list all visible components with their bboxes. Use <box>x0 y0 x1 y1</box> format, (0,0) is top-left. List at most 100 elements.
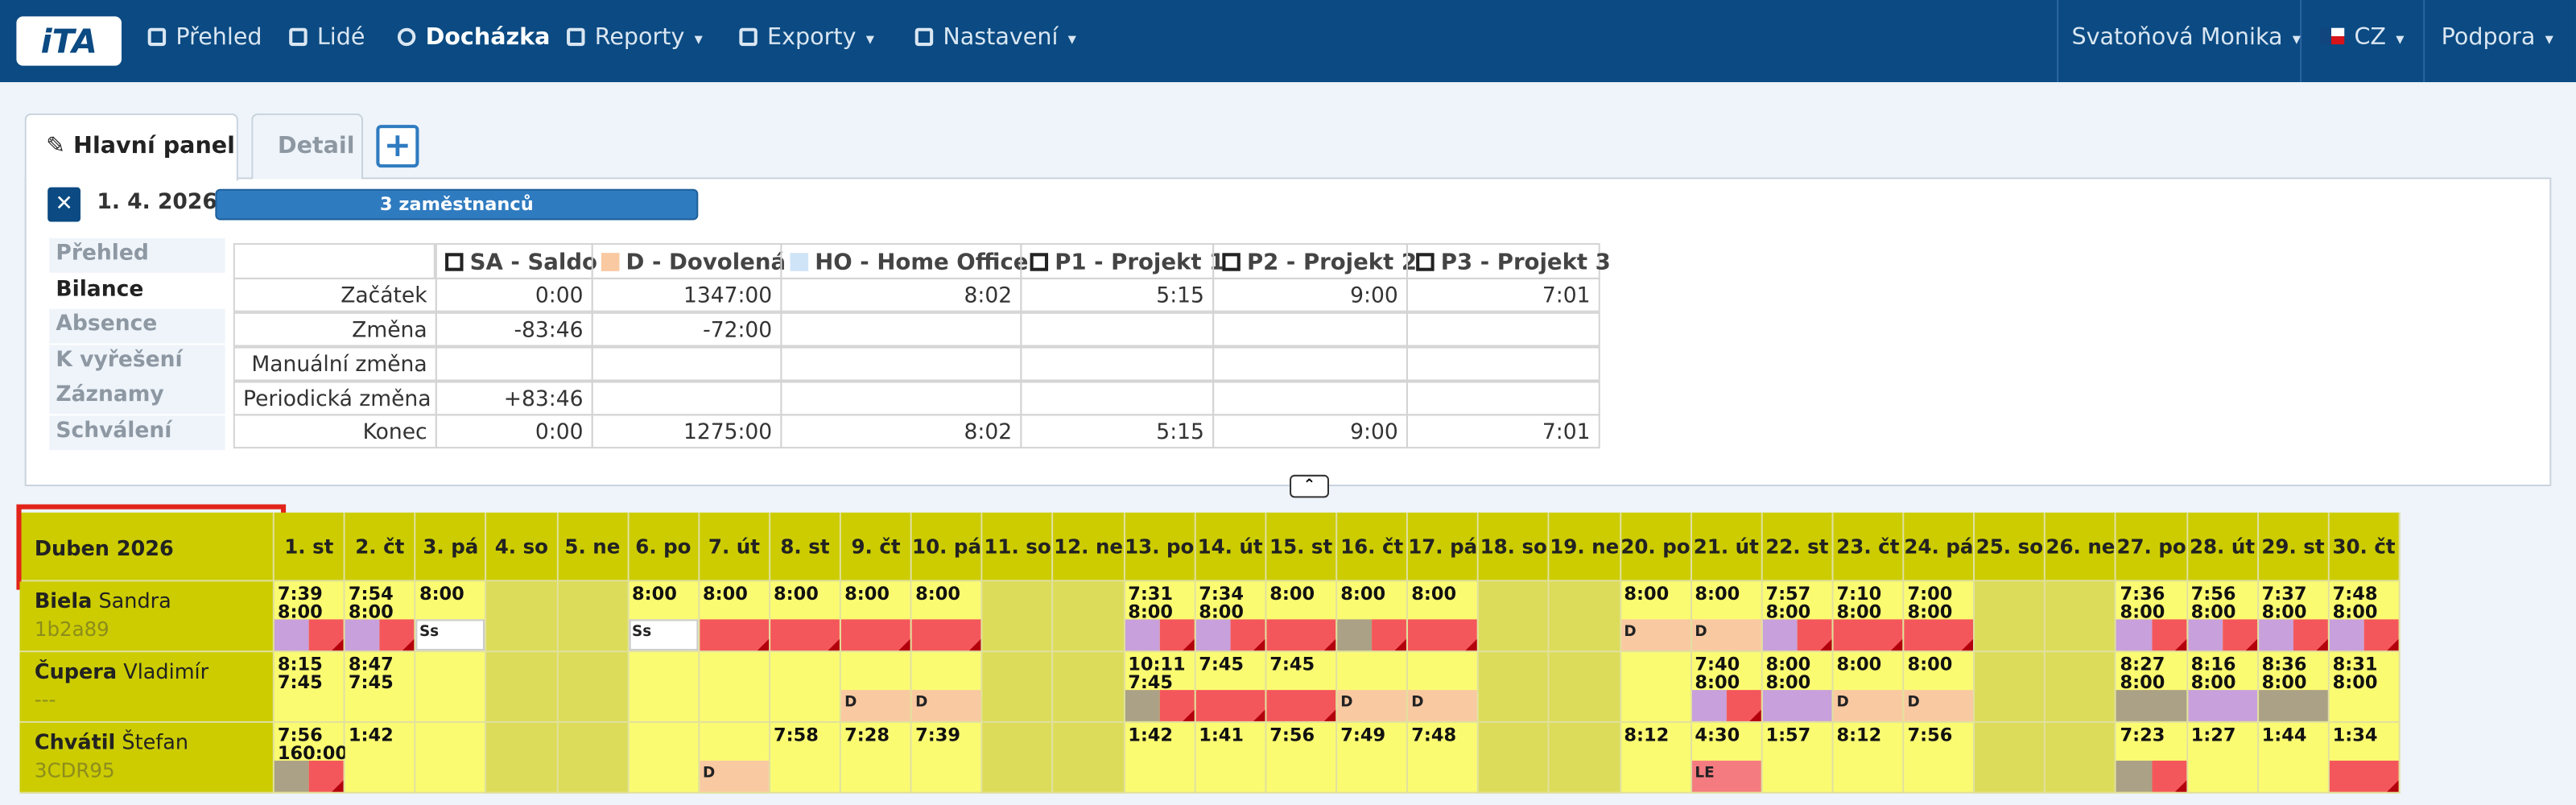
tab-active[interactable]: ✎ Hlavní panel <box>24 113 238 181</box>
day-cell[interactable] <box>486 652 558 723</box>
day-cell[interactable]: 8:31 8:00 <box>2329 652 2401 723</box>
collapse-button[interactable]: ⌃ <box>1290 474 1330 498</box>
day-cell[interactable]: 7:57 8:00 <box>1762 581 1834 653</box>
day-cell[interactable] <box>628 652 700 723</box>
day-cell[interactable] <box>1054 652 1125 723</box>
day-cell[interactable]: 1:34 <box>2329 722 2401 794</box>
day-cell[interactable] <box>415 722 487 794</box>
day-cell[interactable]: 8:00 D <box>1904 652 1975 723</box>
day-cell[interactable] <box>983 652 1055 723</box>
day-cell[interactable]: 7:23 <box>2116 722 2188 794</box>
day-cell[interactable]: 8:00 D <box>1620 581 1692 653</box>
day-cell[interactable]: 8:47 7:45 <box>345 652 416 723</box>
add-tab-button[interactable]: + <box>376 125 419 168</box>
lang-menu[interactable]: CZ ▾ <box>2319 25 2405 51</box>
day-cell[interactable]: 8:00 Ss <box>628 581 700 653</box>
day-cell[interactable] <box>486 581 558 653</box>
day-cell[interactable]: 8:27 8:00 <box>2116 652 2188 723</box>
day-cell[interactable]: 1:57 <box>1762 722 1834 794</box>
day-cell[interactable]: 7:56 <box>1904 722 1975 794</box>
support-menu[interactable]: Podpora ▾ <box>2442 25 2553 52</box>
day-cell[interactable]: 1:42 <box>345 722 416 794</box>
tab[interactable]: Detail <box>251 113 364 180</box>
day-cell[interactable]: 8:00 <box>1337 581 1409 653</box>
nav-link[interactable]: Lidé <box>289 25 365 51</box>
day-cell[interactable] <box>415 652 487 723</box>
day-cell[interactable] <box>2046 652 2117 723</box>
day-cell[interactable]: 1:44 <box>2258 722 2330 794</box>
nav-link[interactable]: Nastavení ▾ <box>914 25 1076 51</box>
day-cell[interactable]: 7:48 <box>1408 722 1480 794</box>
side-menu-item[interactable]: Záznamy <box>49 380 225 415</box>
logo[interactable]: iTA <box>16 16 122 66</box>
day-cell[interactable]: 7:58 <box>770 722 841 794</box>
day-cell[interactable]: 1:42 <box>1125 722 1196 794</box>
day-cell[interactable]: 8:12 <box>1833 722 1905 794</box>
day-cell[interactable]: 8:00 <box>1266 581 1338 653</box>
day-cell[interactable]: 8:00 <box>1408 581 1480 653</box>
close-button[interactable]: ✕ <box>47 187 80 222</box>
day-cell[interactable] <box>1550 722 1621 794</box>
day-cell[interactable] <box>557 581 629 653</box>
day-cell[interactable] <box>983 581 1055 653</box>
user-menu[interactable]: Svatoňová Monika ▾ <box>2071 25 2301 52</box>
day-cell[interactable] <box>557 722 629 794</box>
day-cell[interactable] <box>983 722 1055 794</box>
day-cell[interactable]: 7:37 8:00 <box>2258 581 2330 653</box>
nav-link[interactable]: Přehled <box>147 25 262 51</box>
day-cell[interactable]: 7:40 8:00 <box>1691 652 1763 723</box>
day-cell[interactable]: 8:16 8:00 <box>2187 652 2259 723</box>
day-cell[interactable] <box>1054 722 1125 794</box>
day-cell[interactable] <box>1054 581 1125 653</box>
day-cell[interactable]: D <box>699 722 770 794</box>
nav-link[interactable]: Docházka <box>397 25 550 51</box>
day-cell[interactable] <box>1975 652 2046 723</box>
day-cell[interactable]: 7:10 8:00 <box>1833 581 1905 653</box>
day-cell[interactable]: 7:00 8:00 <box>1904 581 1975 653</box>
day-cell[interactable]: 7:56 160:00 <box>274 722 348 794</box>
day-cell[interactable]: 4:30 LE <box>1691 722 1763 794</box>
day-cell[interactable]: 7:45 <box>1195 652 1267 723</box>
day-cell[interactable]: 7:48 8:00 <box>2329 581 2401 653</box>
day-cell[interactable] <box>1479 581 1550 653</box>
day-cell[interactable]: 8:00 <box>912 581 984 653</box>
day-cell[interactable]: 7:36 8:00 <box>2116 581 2188 653</box>
day-cell[interactable]: 7:28 <box>841 722 913 794</box>
day-cell[interactable] <box>1975 581 2046 653</box>
day-cell[interactable]: D <box>1408 652 1480 723</box>
day-cell[interactable] <box>557 652 629 723</box>
day-cell[interactable] <box>1620 652 1692 723</box>
day-cell[interactable]: 8:36 8:00 <box>2258 652 2330 723</box>
day-cell[interactable]: 7:54 8:00 <box>345 581 416 653</box>
day-cell[interactable]: 8:15 7:45 <box>274 652 345 723</box>
day-cell[interactable] <box>628 722 700 794</box>
day-cell[interactable]: 7:49 <box>1337 722 1409 794</box>
employee-badge[interactable]: 3 zaměstnanců <box>215 188 699 221</box>
day-cell[interactable]: 8:00 D <box>1691 581 1763 653</box>
day-cell[interactable] <box>2046 581 2117 653</box>
day-cell[interactable]: 8:00 D <box>1833 652 1905 723</box>
day-cell[interactable] <box>1479 652 1550 723</box>
day-cell[interactable]: D <box>912 652 984 723</box>
day-cell[interactable] <box>1975 722 2046 794</box>
day-cell[interactable]: 7:56 <box>1266 722 1338 794</box>
day-cell[interactable]: 1:41 <box>1195 722 1267 794</box>
day-cell[interactable] <box>699 652 770 723</box>
day-cell[interactable]: 8:00 <box>699 581 770 653</box>
day-cell[interactable]: 7:56 8:00 <box>2187 581 2259 653</box>
day-cell[interactable] <box>1550 652 1621 723</box>
day-cell[interactable]: 8:00 <box>770 581 841 653</box>
day-cell[interactable]: 7:34 8:00 <box>1195 581 1267 653</box>
day-cell[interactable]: 7:39 8:00 <box>274 581 345 653</box>
day-cell[interactable] <box>486 722 558 794</box>
day-cell[interactable]: 8:00 8:00 <box>1762 652 1834 723</box>
day-cell[interactable]: D <box>841 652 913 723</box>
side-menu-item[interactable]: Schválení <box>49 415 225 451</box>
day-cell[interactable]: 7:45 <box>1266 652 1338 723</box>
nav-link[interactable]: Reporty ▾ <box>567 25 703 51</box>
day-cell[interactable]: D <box>1337 652 1409 723</box>
day-cell[interactable] <box>2046 722 2117 794</box>
day-cell[interactable]: 10:11 7:45 <box>1125 652 1196 723</box>
day-cell[interactable] <box>1550 581 1621 653</box>
day-cell[interactable]: 7:31 8:00 <box>1125 581 1196 653</box>
